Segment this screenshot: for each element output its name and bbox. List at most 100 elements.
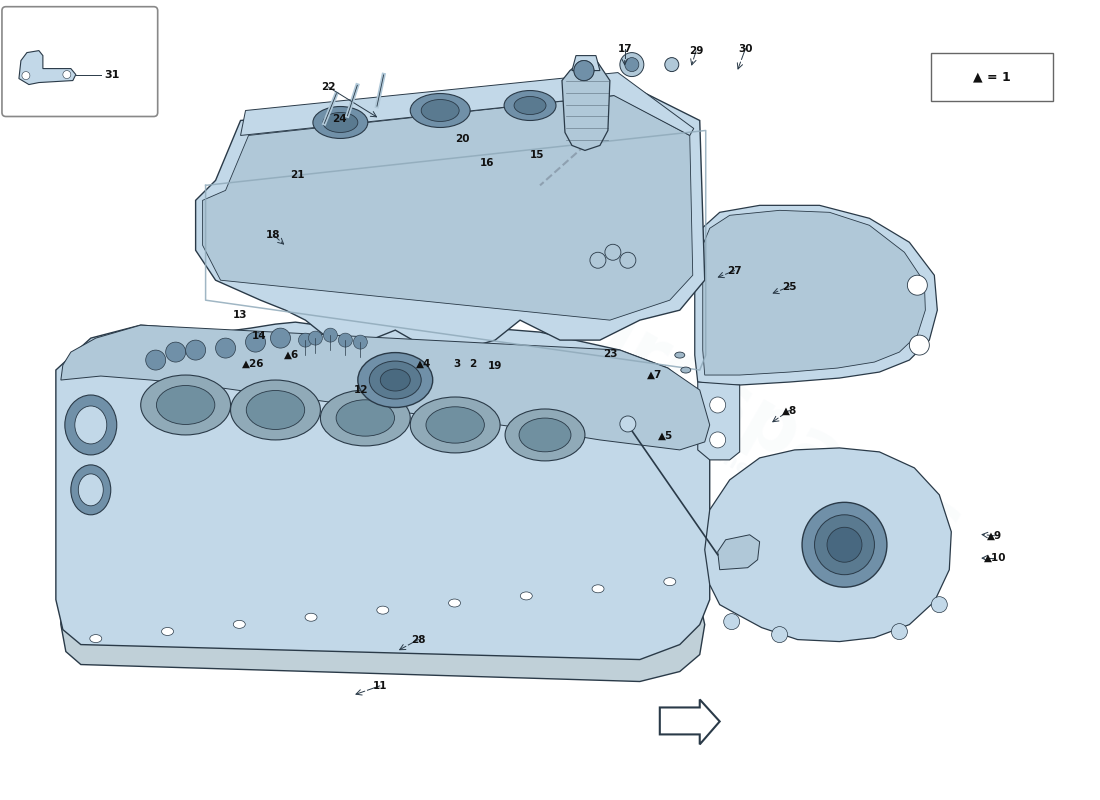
Text: 14: 14 [252,331,266,341]
Text: 15: 15 [529,150,544,160]
Ellipse shape [246,390,305,430]
Text: 12: 12 [354,386,368,395]
Polygon shape [660,699,719,745]
Polygon shape [56,322,710,659]
Ellipse shape [370,361,421,399]
Text: 18: 18 [266,230,280,240]
Ellipse shape [426,406,484,443]
Circle shape [891,624,908,639]
Circle shape [932,597,947,613]
Polygon shape [60,325,710,450]
Ellipse shape [514,97,546,114]
Ellipse shape [70,465,111,515]
Ellipse shape [233,620,245,628]
Ellipse shape [231,380,320,440]
Text: 2: 2 [470,359,476,369]
Circle shape [323,328,338,342]
Ellipse shape [320,390,410,446]
Ellipse shape [65,395,117,455]
Text: 28: 28 [411,634,426,645]
Polygon shape [717,534,760,570]
Bar [932,53,1053,101]
Ellipse shape [78,474,103,506]
Circle shape [724,614,739,630]
Polygon shape [572,55,600,70]
Circle shape [771,626,788,642]
Polygon shape [202,95,693,320]
Circle shape [620,252,636,268]
Circle shape [145,350,166,370]
Ellipse shape [505,409,585,461]
Ellipse shape [377,606,388,614]
Text: ▲5: ▲5 [658,431,673,441]
Ellipse shape [312,106,367,138]
Polygon shape [697,382,739,460]
Circle shape [620,53,644,77]
Text: 27: 27 [727,266,741,276]
Text: 13: 13 [233,310,248,319]
Ellipse shape [504,90,556,121]
Polygon shape [196,81,705,350]
Text: ▲7: ▲7 [647,370,662,379]
Ellipse shape [520,592,532,600]
Ellipse shape [410,397,500,453]
Circle shape [574,61,594,81]
Circle shape [353,335,367,349]
Polygon shape [705,448,952,642]
Ellipse shape [681,367,691,373]
Ellipse shape [449,599,461,607]
FancyBboxPatch shape [2,6,157,117]
Ellipse shape [162,627,174,635]
Circle shape [590,252,606,268]
Ellipse shape [827,527,862,562]
Text: ▲10: ▲10 [983,553,1006,563]
Text: 19: 19 [488,362,503,371]
Text: 16: 16 [481,158,495,168]
Ellipse shape [410,94,470,127]
Ellipse shape [574,61,594,81]
Ellipse shape [323,113,358,133]
Text: ▲26: ▲26 [242,359,265,369]
Circle shape [910,335,930,355]
Ellipse shape [358,353,432,407]
Circle shape [63,70,70,78]
Circle shape [625,58,639,71]
Ellipse shape [156,386,214,425]
Ellipse shape [674,352,685,358]
Circle shape [605,244,620,260]
Ellipse shape [141,375,231,435]
Text: 20: 20 [455,134,470,144]
Ellipse shape [75,406,107,444]
Ellipse shape [381,369,410,391]
Polygon shape [703,210,925,375]
Ellipse shape [337,400,395,436]
Ellipse shape [421,99,459,122]
Text: 21: 21 [290,170,305,180]
Circle shape [298,333,312,347]
Circle shape [710,432,726,448]
Circle shape [22,71,30,79]
Ellipse shape [592,585,604,593]
Circle shape [620,416,636,432]
Ellipse shape [663,578,675,586]
Text: ▲9: ▲9 [987,530,1002,541]
Circle shape [908,275,927,295]
Circle shape [271,328,290,348]
Text: ▲8: ▲8 [782,406,797,415]
Circle shape [245,332,265,352]
Text: 3: 3 [453,359,460,369]
Text: 11: 11 [373,681,387,691]
Circle shape [710,397,726,413]
Circle shape [308,331,322,345]
Ellipse shape [90,634,102,642]
Circle shape [216,338,235,358]
Ellipse shape [519,418,571,452]
Text: 24: 24 [332,114,346,124]
Text: eurospares: eurospares [520,263,976,569]
Polygon shape [695,206,937,385]
Circle shape [339,333,352,347]
Ellipse shape [814,515,874,574]
Ellipse shape [802,502,887,587]
Circle shape [166,342,186,362]
Ellipse shape [305,614,317,622]
